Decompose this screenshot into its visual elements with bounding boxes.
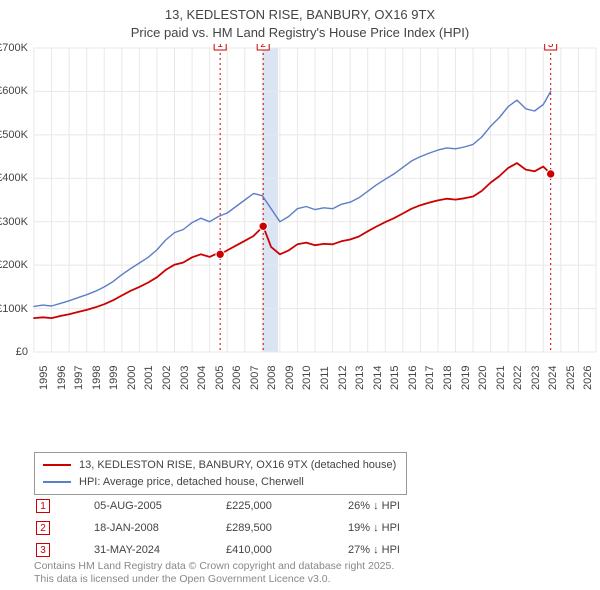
y-tick-label: £500K	[0, 129, 28, 141]
attribution: Contains HM Land Registry data © Crown c…	[34, 560, 394, 586]
event-date: 31-MAY-2024	[94, 540, 224, 560]
x-tick-label: 2021	[495, 366, 507, 390]
y-tick-label: £0	[0, 346, 28, 358]
x-tick-label: 2011	[319, 366, 331, 390]
event-price: £225,000	[226, 496, 346, 516]
event-marker: 2	[36, 521, 50, 535]
legend-row: 13, KEDLESTON RISE, BANBURY, OX16 9TX (d…	[43, 457, 396, 474]
x-tick-label: 2013	[354, 366, 366, 390]
event-row: 2 18-JAN-2008£289,50019% ↓ HPI	[36, 518, 468, 538]
y-tick-label: £600K	[0, 85, 28, 97]
chart-area: 1 2 3 £0 £100K £200K £300K £400K £500K £600K £700…	[0, 44, 600, 414]
x-tick-label: 2017	[424, 366, 436, 390]
x-tick-label: 1996	[56, 366, 68, 390]
x-tick-label: 2008	[266, 366, 278, 390]
x-tick-label: 2019	[460, 366, 472, 390]
x-tick-label: 1999	[108, 366, 120, 390]
x-tick-label: 2002	[161, 366, 173, 390]
event-marker: 3	[36, 543, 50, 557]
title-line-1: 13, KEDLESTON RISE, BANBURY, OX16 9TX	[0, 6, 600, 24]
event-price: £410,000	[226, 540, 346, 560]
event-delta: 19% ↓ HPI	[348, 518, 468, 538]
event-delta: 26% ↓ HPI	[348, 496, 468, 516]
x-tick-label: 2023	[530, 366, 542, 390]
x-tick-label: 2006	[231, 366, 243, 390]
svg-text:3: 3	[548, 44, 554, 50]
y-tick-label: £300K	[0, 216, 28, 228]
legend-label: HPI: Average price, detached house, Cher…	[79, 474, 304, 491]
x-tick-label: 2003	[179, 366, 191, 390]
x-tick-label: 2014	[372, 366, 384, 390]
x-tick-label: 2024	[547, 366, 559, 390]
title-line-2: Price paid vs. HM Land Registry's House …	[0, 24, 600, 42]
event-date: 18-JAN-2008	[94, 518, 224, 538]
legend-swatch	[43, 464, 71, 466]
event-row: 3 31-MAY-2024£410,00027% ↓ HPI	[36, 540, 468, 560]
x-tick-label: 2015	[389, 366, 401, 390]
attribution-line-1: Contains HM Land Registry data © Crown c…	[34, 560, 394, 573]
x-tick-label: 1995	[38, 366, 50, 390]
chart-container: 13, KEDLESTON RISE, BANBURY, OX16 9TX Pr…	[0, 0, 600, 590]
svg-text:2: 2	[260, 44, 266, 50]
events-table: 1 05-AUG-2005£225,00026% ↓ HPI 2 18-JAN-200…	[34, 494, 470, 562]
x-tick-label: 2020	[477, 366, 489, 390]
x-tick-label: 2005	[214, 366, 226, 390]
x-tick-label: 2026	[582, 366, 594, 390]
x-tick-label: 2018	[442, 366, 454, 390]
svg-text:1: 1	[217, 44, 223, 50]
y-tick-label: £100K	[0, 303, 28, 315]
title-block: 13, KEDLESTON RISE, BANBURY, OX16 9TX Pr…	[0, 0, 600, 41]
event-delta: 27% ↓ HPI	[348, 540, 468, 560]
x-tick-label: 2000	[126, 366, 138, 390]
x-tick-label: 2016	[407, 366, 419, 390]
x-tick-label: 2009	[284, 366, 296, 390]
x-tick-label: 2007	[249, 366, 261, 390]
x-tick-label: 2012	[337, 366, 349, 390]
x-tick-label: 2001	[143, 366, 155, 390]
event-date: 05-AUG-2005	[94, 496, 224, 516]
event-marker: 1	[36, 499, 50, 513]
x-tick-label: 2025	[565, 366, 577, 390]
event-row: 1 05-AUG-2005£225,00026% ↓ HPI	[36, 496, 468, 516]
event-price: £289,500	[226, 518, 346, 538]
attribution-line-2: This data is licensed under the Open Gov…	[34, 573, 394, 586]
chart-svg: 1 2 3	[0, 44, 600, 414]
x-tick-label: 2022	[512, 366, 524, 390]
y-tick-label: £400K	[0, 172, 28, 184]
legend-box: 13, KEDLESTON RISE, BANBURY, OX16 9TX (d…	[34, 452, 407, 495]
x-tick-label: 1998	[91, 366, 103, 390]
x-tick-label: 1997	[73, 366, 85, 390]
y-tick-label: £200K	[0, 259, 28, 271]
x-tick-label: 2010	[301, 366, 313, 390]
legend-row: HPI: Average price, detached house, Cher…	[43, 474, 396, 491]
legend-label: 13, KEDLESTON RISE, BANBURY, OX16 9TX (d…	[79, 457, 396, 474]
x-tick-label: 2004	[196, 366, 208, 390]
legend-swatch	[43, 481, 71, 483]
y-tick-label: £700K	[0, 42, 28, 54]
